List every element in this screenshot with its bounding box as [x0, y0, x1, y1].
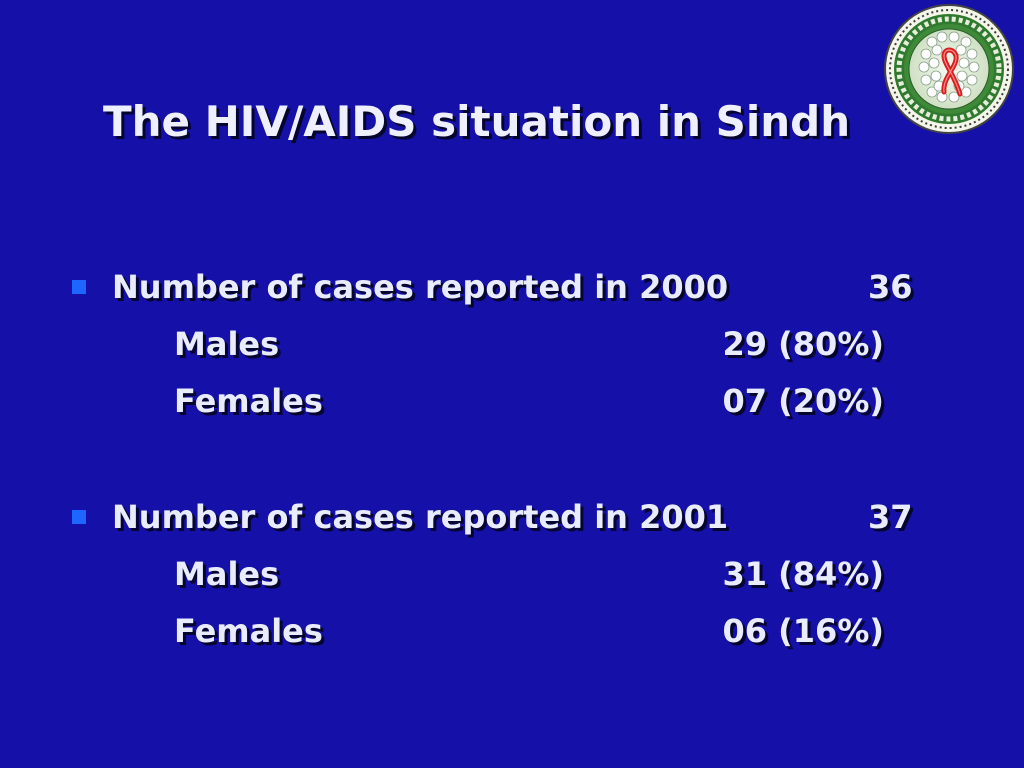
cases-2001-row: Number of cases reported in 2001 37	[0, 493, 1024, 541]
males-label: Males	[174, 555, 280, 593]
cases-2000-label: Number of cases reported in 2000	[112, 268, 729, 306]
cases-2000-total: 36	[868, 268, 913, 306]
cases-2000-males-row: Males 29 (80%)	[0, 320, 1024, 368]
cases-2000-row: Number of cases reported in 2000 36	[0, 263, 1024, 311]
males-value: 29 (80%)	[722, 325, 884, 363]
cases-2000-females-row: Females 07 (20%)	[0, 377, 1024, 425]
females-label: Females	[174, 612, 323, 650]
females-label: Females	[174, 382, 323, 420]
cases-2001-females-row: Females 06 (16%)	[0, 607, 1024, 655]
square-bullet-icon	[72, 280, 86, 294]
females-value: 06 (16%)	[722, 612, 884, 650]
cases-2001-males-row: Males 31 (84%)	[0, 550, 1024, 598]
females-value: 07 (20%)	[722, 382, 884, 420]
cases-2001-label: Number of cases reported in 2001	[112, 498, 729, 536]
males-value: 31 (84%)	[722, 555, 884, 593]
red-ribbon-virus-logo-icon	[884, 4, 1014, 134]
males-label: Males	[174, 325, 280, 363]
square-bullet-icon	[72, 510, 86, 524]
slide-title: The HIV/AIDS situation in Sindh	[103, 97, 851, 146]
cases-2001-total: 37	[868, 498, 913, 536]
